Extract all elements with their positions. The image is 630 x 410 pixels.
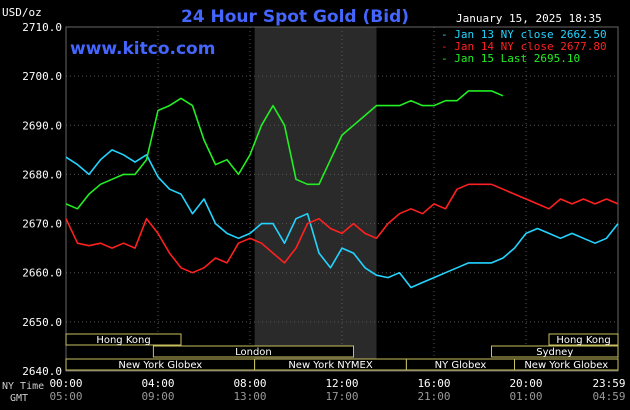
x-tick-label-gmt: 13:00	[233, 390, 266, 403]
y-tick-label: 2690.0	[22, 119, 62, 132]
x-tick-label-ny: 23:59	[592, 377, 625, 390]
x-tick-label-gmt: 09:00	[141, 390, 174, 403]
y-tick-label: 2670.0	[22, 218, 62, 231]
chart-title: 24 Hour Spot Gold (Bid)	[181, 7, 409, 27]
x-tick-label-gmt: 05:00	[49, 390, 82, 403]
session-bar: New York Globex	[514, 358, 619, 371]
session-bar: New York NYMEX	[254, 358, 407, 371]
plot-frame	[65, 26, 619, 372]
x-tick-label-ny: 08:00	[233, 377, 266, 390]
x-tick-label-ny: 16:00	[417, 377, 450, 390]
session-label: NY Globex	[435, 360, 487, 371]
y-tick-label: 2650.0	[22, 316, 62, 329]
series-line	[65, 149, 619, 289]
session-bar: London	[152, 345, 354, 358]
y-tick-label: 2680.0	[22, 168, 62, 181]
y-axis-ticks: 2640.0 2650.0 2660.0 2670.0 2680.0 2690.0 2700…	[22, 21, 62, 378]
x-tick-label-gmt: 01:00	[509, 390, 542, 403]
x-tick-label-ny: 20:00	[509, 377, 542, 390]
session-box	[548, 333, 619, 346]
y-tick-label: 2640.0	[22, 365, 62, 378]
session-bar: Hong Kong	[65, 333, 182, 346]
nymex-session-shade	[254, 27, 377, 371]
price-series	[65, 90, 619, 289]
legend-text: Jan 14 NY close 2677.80	[454, 40, 606, 53]
session-bar: Sydney	[491, 345, 619, 358]
legend-entry-jan13: - Jan 13 NY close 2662.50	[441, 28, 607, 41]
session-box	[491, 345, 619, 358]
unit-label: USD/oz	[2, 6, 42, 19]
session-label: Sydney	[536, 347, 573, 358]
y-tick-label: 2660.0	[22, 267, 62, 280]
legend-text: Jan 15 Last 2695.10	[454, 52, 580, 65]
legend-dash: -	[441, 52, 454, 65]
session-bar: Hong Kong	[548, 333, 619, 346]
legend-entry-jan14: - Jan 14 NY close 2677.80	[441, 40, 607, 53]
session-label: New York Globex	[118, 360, 202, 371]
x-tick-label-ny: 00:00	[49, 377, 82, 390]
legend: - Jan 13 NY close 2662.50 - Jan 14 NY cl…	[441, 28, 607, 65]
x-tick-label-ny: 12:00	[325, 377, 358, 390]
x-tick-label-ny: 04:00	[141, 377, 174, 390]
session-box	[152, 345, 354, 358]
session-bar: NY Globex	[405, 358, 515, 371]
website-label: www.kitco.com	[70, 39, 215, 59]
x-tick-label-gmt: 17:00	[325, 390, 358, 403]
ny-time-row-label: NY Time	[2, 381, 44, 392]
y-tick-label: 2700.0	[22, 70, 62, 83]
session-label: New York Globex	[524, 360, 608, 371]
session-label: Hong Kong	[96, 335, 150, 346]
session-box	[65, 333, 182, 346]
session-box	[514, 358, 619, 371]
session-bar: New York Globex	[65, 358, 256, 371]
legend-dash: -	[441, 40, 454, 53]
x-tick-label-gmt: 04:59	[592, 390, 625, 403]
market-sessions: Hong Kong Hong Kong London Sydney New York G…	[65, 333, 619, 371]
series-line	[65, 90, 504, 210]
session-label: Hong Kong	[556, 335, 610, 346]
x-tick-label-gmt: 21:00	[417, 390, 450, 403]
legend-text: Jan 13 NY close 2662.50	[454, 28, 606, 41]
session-label: New York NYMEX	[288, 360, 373, 371]
datetime-label: January 15, 2025 18:35	[456, 12, 602, 25]
y-tick-label: 2710.0	[22, 21, 62, 34]
session-label: London	[235, 347, 272, 358]
legend-entry-jan15: - Jan 15 Last 2695.10	[441, 52, 580, 65]
gmt-row-label: GMT	[10, 393, 28, 404]
legend-dash: -	[441, 28, 454, 41]
series-line	[65, 183, 619, 274]
